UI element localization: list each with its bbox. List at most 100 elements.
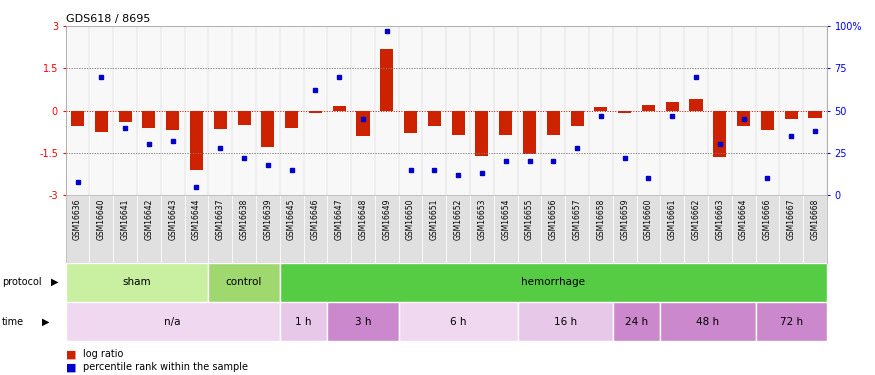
Bar [755,302,827,341]
Bar [71,111,84,126]
Bar [780,195,803,262]
Bar [612,195,637,262]
Bar [589,195,612,262]
Bar [428,111,441,126]
Text: 72 h: 72 h [780,316,802,327]
Text: GSM16663: GSM16663 [716,198,724,240]
Text: GSM16647: GSM16647 [335,198,344,240]
Bar [612,302,661,341]
Text: GSM16659: GSM16659 [620,198,629,240]
Bar [137,195,161,262]
Bar [808,111,822,118]
Text: GSM16637: GSM16637 [216,198,225,240]
Text: ▶: ▶ [51,277,59,287]
Bar [737,111,750,126]
Bar [89,195,113,262]
Text: 1 h: 1 h [295,316,311,327]
Bar [761,111,774,130]
Bar [618,111,631,113]
Bar [143,111,156,128]
Text: GSM16646: GSM16646 [311,198,320,240]
Text: GSM16660: GSM16660 [644,198,653,240]
Text: GDS618 / 8695: GDS618 / 8695 [66,14,150,24]
Bar [327,195,351,262]
Bar [237,111,250,125]
Bar [208,195,232,262]
Text: GSM16658: GSM16658 [597,198,605,240]
Bar [118,111,131,122]
Bar [185,195,208,262]
Bar [161,195,185,262]
Text: GSM16636: GSM16636 [73,198,82,240]
Bar [66,195,89,262]
Bar [470,195,494,262]
Bar [262,111,275,147]
Text: GSM16639: GSM16639 [263,198,272,240]
Text: sham: sham [123,277,151,287]
Bar [708,195,731,262]
Bar [732,195,755,262]
Bar [280,262,827,302]
Text: GSM16643: GSM16643 [168,198,177,240]
Text: ■: ■ [66,363,76,372]
Bar [399,302,518,341]
Bar [542,195,565,262]
Text: 3 h: 3 h [354,316,371,327]
Text: GSM16652: GSM16652 [453,198,463,240]
Bar [327,302,399,341]
Bar [66,262,208,302]
Text: GSM16655: GSM16655 [525,198,534,240]
Bar [755,195,780,262]
Bar [381,49,394,111]
Text: ■: ■ [66,350,76,359]
Text: GSM16657: GSM16657 [572,198,582,240]
Bar [256,195,280,262]
Text: ▶: ▶ [42,316,50,327]
Text: hemorrhage: hemorrhage [522,277,585,287]
Bar [351,195,374,262]
Text: 24 h: 24 h [625,316,648,327]
Bar [570,111,584,126]
Bar [493,195,518,262]
Text: GSM16667: GSM16667 [787,198,795,240]
Bar [690,99,703,111]
Bar [208,262,280,302]
Bar [713,111,726,157]
Text: GSM16666: GSM16666 [763,198,772,240]
Bar [547,111,560,135]
Text: GSM16642: GSM16642 [144,198,153,240]
Bar [637,195,661,262]
Bar [642,105,655,111]
Bar [518,195,542,262]
Bar [356,111,369,136]
Bar [304,195,327,262]
Bar [475,111,488,156]
Text: control: control [226,277,262,287]
Text: GSM16648: GSM16648 [359,198,368,240]
Bar [594,107,607,111]
Text: GSM16662: GSM16662 [691,198,701,240]
Text: percentile rank within the sample: percentile rank within the sample [83,363,248,372]
Text: GSM16656: GSM16656 [549,198,557,240]
Text: 6 h: 6 h [450,316,466,327]
Text: GSM16641: GSM16641 [121,198,130,240]
Text: protocol: protocol [2,277,41,287]
Text: GSM16664: GSM16664 [739,198,748,240]
Bar [452,111,465,135]
Bar [446,195,470,262]
Text: GSM16649: GSM16649 [382,198,391,240]
Bar [280,302,327,341]
Bar [684,195,708,262]
Text: GSM16653: GSM16653 [478,198,487,240]
Text: GSM16644: GSM16644 [192,198,201,240]
Bar [499,111,512,135]
Bar [785,111,798,119]
Bar [666,102,679,111]
Bar [661,302,755,341]
Bar [280,195,304,262]
Bar [190,111,203,170]
Text: GSM16640: GSM16640 [97,198,106,240]
Text: GSM16650: GSM16650 [406,198,415,240]
Bar [399,195,423,262]
Bar [518,302,612,341]
